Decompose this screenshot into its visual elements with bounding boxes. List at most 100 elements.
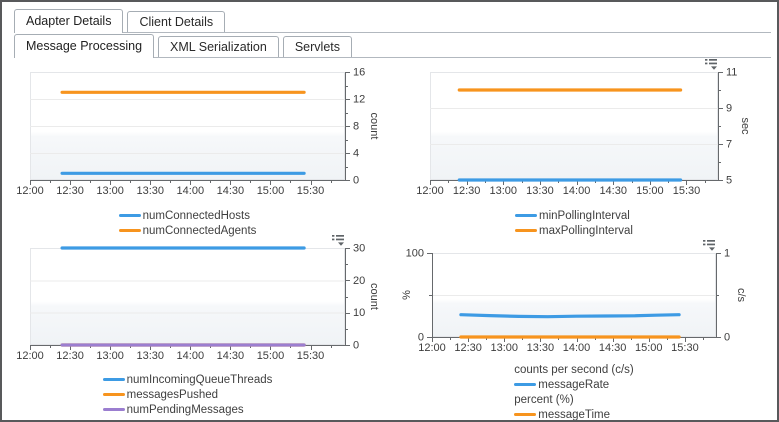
x-tick-label: 14:30 bbox=[599, 185, 627, 197]
x-tick-label: 14:30 bbox=[217, 185, 245, 197]
chart-legend: counts per second (c/s) messageRate percen… bbox=[432, 362, 716, 421]
chart-rates: 12:00 12:30 13:00 13:30 14:00 14:30 15:00 15:30… bbox=[390, 234, 777, 420]
chart-polling: 12:00 12:30 13:00 13:30 14:00 14:30 15:00 15:30… bbox=[390, 58, 777, 237]
legend-label: messagesPushed bbox=[126, 388, 219, 401]
legend-item-maxpollinginterval[interactable]: maxPollingInterval bbox=[515, 223, 633, 238]
legend-group-label: percent (%) bbox=[514, 393, 574, 406]
secondary-tab-bar: Message Processing XML Serialization Servl… bbox=[14, 32, 771, 58]
y-tick-label: 7 bbox=[726, 139, 732, 151]
x-tick-label: 12:30 bbox=[56, 350, 84, 362]
y-tick-label: 10 bbox=[353, 307, 365, 319]
legend-item-messagespushed[interactable]: messagesPushed bbox=[102, 387, 273, 402]
y-tick-label: 0 bbox=[418, 332, 424, 344]
x-tick-label: 13:00 bbox=[490, 185, 518, 197]
legend-label: messageRate bbox=[538, 378, 610, 391]
y-tick-label: 1 bbox=[724, 248, 730, 260]
chart-menu-icon[interactable] bbox=[703, 240, 715, 251]
tab-servlets[interactable]: Servlets bbox=[282, 36, 352, 57]
legend-swatch bbox=[102, 393, 125, 396]
tab-message-processing[interactable]: Message Processing bbox=[14, 34, 155, 58]
charts-panel: 12:00 12:30 13:00 13:30 14:00 14:30 15:00 15:30… bbox=[2, 58, 777, 420]
y-tick-label: 5 bbox=[726, 175, 732, 187]
legend-swatch bbox=[118, 214, 141, 217]
legend-label: numConnectedHosts bbox=[142, 209, 250, 222]
x-tick-label: 14:00 bbox=[177, 185, 205, 197]
y-tick-label: 30 bbox=[353, 243, 365, 255]
chart-legend: minPollingInterval maxPollingInterval bbox=[430, 208, 718, 238]
x-tick-label: 13:00 bbox=[96, 185, 124, 197]
x-tick-label: 14:30 bbox=[599, 342, 627, 354]
x-tick-label: 15:30 bbox=[673, 185, 701, 197]
tab-adapter-details[interactable]: Adapter Details bbox=[14, 9, 124, 33]
legend-swatch bbox=[514, 383, 537, 386]
chart-menu-icon[interactable] bbox=[332, 235, 344, 246]
primary-tab-bar: Adapter Details Client Details bbox=[14, 7, 771, 33]
x-tick-label: 15:30 bbox=[297, 350, 325, 362]
chart-queue: 12:00 12:30 13:00 13:30 14:00 14:30 15:00 15:30… bbox=[2, 234, 390, 420]
chart-legend: numIncomingQueueThreads messagesPushed num… bbox=[30, 372, 345, 417]
chart-connections-plot: 12:00 12:30 13:00 13:30 14:00 14:30 15:00 15:30… bbox=[16, 67, 380, 198]
x-tick-label: 15:00 bbox=[635, 342, 663, 354]
legend-label: minPollingInterval bbox=[539, 209, 630, 222]
y-tick-label: 9 bbox=[726, 103, 732, 115]
legend-item-numpendingmessages[interactable]: numPendingMessages bbox=[102, 402, 273, 417]
legend-label: messageTime bbox=[538, 408, 611, 421]
y-axis-title-left: % bbox=[401, 290, 413, 300]
y-tick-label: 8 bbox=[353, 121, 359, 133]
x-tick-label: 13:30 bbox=[136, 185, 164, 197]
y-axis-title-right: sec bbox=[739, 117, 751, 135]
legend-item-numconnectedagents[interactable]: numConnectedAgents bbox=[118, 223, 256, 238]
tab-client-details[interactable]: Client Details bbox=[127, 11, 226, 32]
x-tick-label: 14:00 bbox=[563, 342, 591, 354]
x-tick-label: 13:00 bbox=[96, 350, 124, 362]
x-tick-label: 12:30 bbox=[453, 185, 481, 197]
tab-xml-serialization[interactable]: XML Serialization bbox=[158, 36, 279, 57]
y-tick-label: 100 bbox=[406, 248, 424, 260]
x-tick-label: 13:30 bbox=[526, 185, 554, 197]
x-tick-label: 15:00 bbox=[257, 185, 285, 197]
y-tick-label: 0 bbox=[353, 175, 359, 187]
y-tick-label: 11 bbox=[726, 67, 737, 79]
y-tick-label: 20 bbox=[353, 275, 365, 287]
x-tick-label: 14:00 bbox=[563, 185, 591, 197]
legend-group-label: counts per second (c/s) bbox=[514, 363, 634, 376]
y-tick-label: 16 bbox=[353, 67, 365, 79]
y-axis-title-right: c/s bbox=[735, 288, 747, 303]
legend-item-numconnectedhosts[interactable]: numConnectedHosts bbox=[118, 208, 257, 223]
x-tick-label: 12:00 bbox=[16, 350, 44, 362]
chart-polling-plot: 12:00 12:30 13:00 13:30 14:00 14:30 15:00 15:30… bbox=[416, 59, 751, 197]
x-tick-label: 12:30 bbox=[454, 342, 482, 354]
series-line-messagerate bbox=[459, 313, 681, 319]
x-tick-label: 13:30 bbox=[527, 342, 555, 354]
y-tick-label: 12 bbox=[353, 94, 365, 106]
x-tick-label: 15:00 bbox=[636, 185, 664, 197]
chart-menu-icon[interactable] bbox=[705, 59, 717, 70]
legend-swatch bbox=[515, 214, 538, 217]
y-tick-label: 0 bbox=[353, 340, 359, 352]
x-tick-label: 13:30 bbox=[136, 350, 164, 362]
legend-label: maxPollingInterval bbox=[539, 224, 633, 237]
y-tick-label: 0 bbox=[724, 332, 730, 344]
legend-item-messagetime[interactable]: messageTime bbox=[514, 407, 634, 421]
legend-item-minpollinginterval[interactable]: minPollingInterval bbox=[515, 208, 633, 223]
x-tick-label: 12:30 bbox=[56, 185, 84, 197]
x-tick-label: 13:00 bbox=[490, 342, 518, 354]
x-tick-label: 12:00 bbox=[16, 185, 44, 197]
x-tick-label: 15:30 bbox=[297, 185, 325, 197]
legend-item-numincomingqueuethreads[interactable]: numIncomingQueueThreads bbox=[102, 372, 273, 387]
y-axis-title-right: count bbox=[368, 113, 380, 140]
x-tick-label: 15:30 bbox=[671, 342, 699, 354]
legend-swatch bbox=[514, 413, 537, 416]
y-tick-label: 4 bbox=[353, 148, 359, 160]
x-tick-label: 14:00 bbox=[177, 350, 205, 362]
x-tick-label: 12:00 bbox=[418, 342, 446, 354]
legend-swatch bbox=[118, 229, 141, 232]
chart-rates-plot: 12:00 12:30 13:00 13:30 14:00 14:30 15:00 15:30… bbox=[401, 240, 747, 354]
chart-connections: 12:00 12:30 13:00 13:30 14:00 14:30 15:00 15:30… bbox=[2, 58, 390, 237]
legend-swatch bbox=[102, 408, 125, 411]
legend-item-messagerate[interactable]: messageRate bbox=[514, 377, 634, 392]
x-tick-label: 12:00 bbox=[416, 185, 444, 197]
legend-label: numIncomingQueueThreads bbox=[126, 373, 273, 386]
legend-swatch bbox=[102, 378, 125, 381]
x-tick-label: 14:30 bbox=[217, 350, 245, 362]
